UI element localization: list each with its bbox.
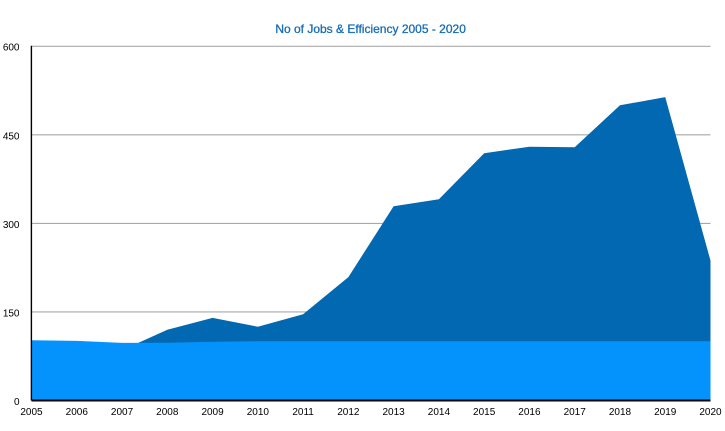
svg-text:2015: 2015 [473, 407, 496, 418]
svg-text:2018: 2018 [609, 407, 632, 418]
svg-text:2010: 2010 [247, 407, 270, 418]
svg-text:2009: 2009 [201, 407, 224, 418]
svg-text:300: 300 [3, 220, 20, 231]
svg-text:2005: 2005 [20, 407, 43, 418]
svg-text:450: 450 [3, 131, 20, 142]
svg-text:2012: 2012 [337, 407, 360, 418]
svg-text:No of Jobs & Efficiency 2005 -: No of Jobs & Efficiency 2005 - 2020 [275, 22, 466, 36]
svg-text:2007: 2007 [111, 407, 134, 418]
svg-text:2019: 2019 [654, 407, 677, 418]
svg-text:2014: 2014 [428, 407, 451, 418]
svg-text:2016: 2016 [518, 407, 541, 418]
svg-text:0: 0 [14, 397, 20, 408]
svg-text:150: 150 [3, 308, 20, 319]
svg-text:2013: 2013 [383, 407, 406, 418]
svg-text:2006: 2006 [66, 407, 89, 418]
svg-text:2017: 2017 [564, 407, 587, 418]
svg-text:2008: 2008 [156, 407, 179, 418]
svg-text:2011: 2011 [292, 407, 314, 418]
svg-text:600: 600 [3, 43, 20, 54]
svg-text:2020: 2020 [699, 407, 722, 418]
